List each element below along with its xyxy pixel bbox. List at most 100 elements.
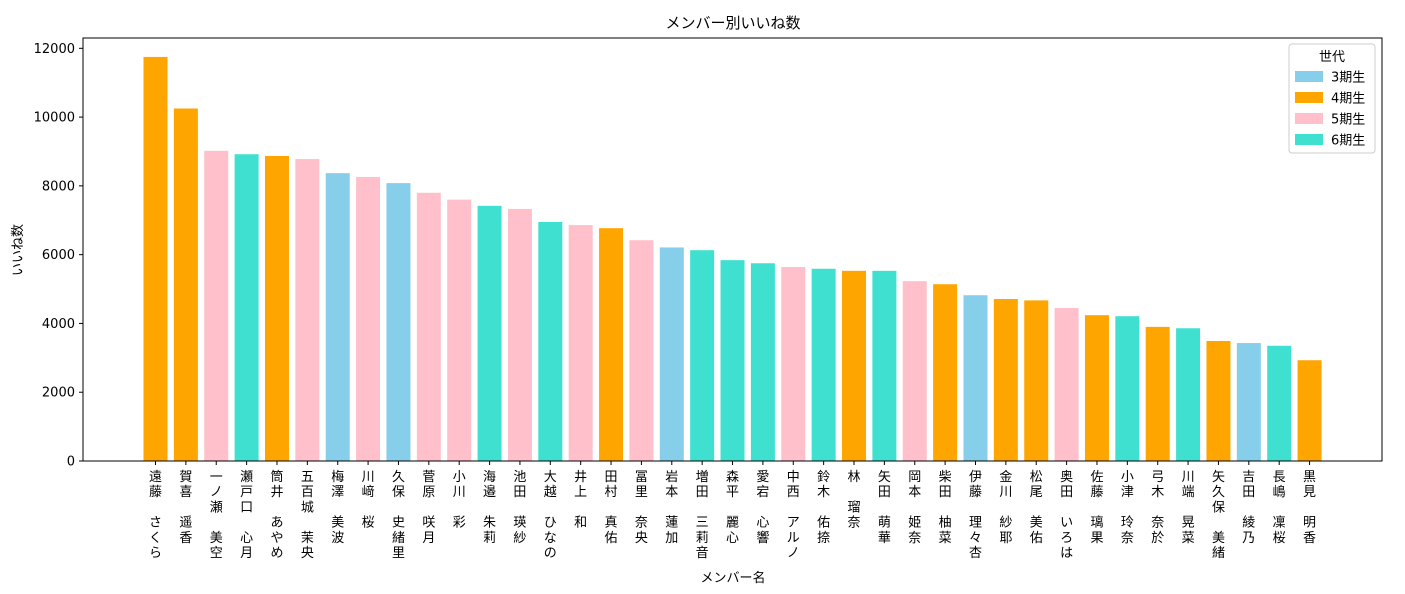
y-axis-label: いいね数 xyxy=(11,224,26,276)
x-tick-label: 増田 三莉音 xyxy=(696,470,709,561)
bar xyxy=(234,154,259,462)
bar xyxy=(538,221,563,461)
bar xyxy=(173,108,198,461)
y-tick-label: 10000 xyxy=(34,111,75,126)
x-tick-label: 一ノ瀬 美空 xyxy=(210,470,223,561)
x-tick-label: 鈴木 佑捺 xyxy=(817,470,830,546)
bar xyxy=(1176,328,1201,461)
x-tick-label: 大越 ひなの xyxy=(544,470,557,561)
x-axis-label: メンバー名 xyxy=(700,570,765,586)
x-tick-label: 中西 アルノ xyxy=(787,470,800,561)
bar xyxy=(1145,326,1170,461)
bar xyxy=(1236,343,1261,461)
x-tick-label: 田村 真佑 xyxy=(605,470,618,546)
x-tick-label: 佐藤 璃果 xyxy=(1090,470,1103,546)
x-tick-label: 長嶋 凜桜 xyxy=(1273,470,1286,546)
legend-label: 3期生 xyxy=(1331,71,1365,86)
bar xyxy=(356,176,381,461)
bar xyxy=(325,173,350,461)
bar xyxy=(811,268,836,461)
y-tick-label: 6000 xyxy=(42,248,75,263)
x-tick-label: 金川 紗耶 xyxy=(999,469,1012,546)
x-tick-label: 五百城 茉央 xyxy=(301,470,314,561)
x-tick-label: 遠藤 さくら xyxy=(149,470,162,561)
x-tick-label: 岩本 蓮加 xyxy=(665,470,678,546)
bar xyxy=(1084,315,1109,461)
x-tick-label: 黒見 明香 xyxy=(1303,470,1316,546)
bar xyxy=(507,208,532,461)
chart-title: メンバー別いいね数 xyxy=(665,14,800,32)
x-tick-label: 柴田 柚菜 xyxy=(939,470,952,546)
legend-swatch xyxy=(1295,71,1323,82)
x-tick-label: 矢久保 美緒 xyxy=(1212,470,1225,561)
x-tick-label: 瀬戸口 心月 xyxy=(240,470,253,561)
legend-label: 6期生 xyxy=(1331,134,1365,149)
x-tick-label: 菅原 咲月 xyxy=(422,470,435,546)
legend-label: 5期生 xyxy=(1331,113,1365,128)
bar xyxy=(1024,300,1049,461)
y-axis: 0 2000 4000 6000 8000 10000 12000 xyxy=(34,42,83,470)
y-tick-label: 8000 xyxy=(42,179,75,194)
x-tick-label: 岡本 姫奈 xyxy=(908,470,921,546)
bar xyxy=(1267,345,1292,461)
y-tick-label: 4000 xyxy=(42,317,75,332)
bar xyxy=(750,263,775,461)
x-tick-label: 林 瑠奈 xyxy=(848,470,861,531)
x-tick-label: 池田 瑛紗 xyxy=(513,470,526,546)
y-tick-label: 12000 xyxy=(34,42,75,57)
y-tick-label: 2000 xyxy=(42,386,75,401)
x-tick-label: 奥田 いろは xyxy=(1060,470,1073,561)
bar xyxy=(629,240,654,461)
bar xyxy=(720,260,745,461)
x-tick-label: 愛宕 心響 xyxy=(756,470,769,546)
x-tick-label: 伊藤 理々杏 xyxy=(969,470,982,561)
bar xyxy=(933,284,958,461)
x-tick-label: 川﨑 桜 xyxy=(362,470,375,531)
x-tick-label: 海邉 朱莉 xyxy=(483,470,496,546)
bar xyxy=(447,199,472,461)
bar xyxy=(1054,307,1079,461)
bar xyxy=(963,295,988,461)
legend-title: 世代 xyxy=(1319,50,1345,65)
x-tick-label: 吉田 綾乃 xyxy=(1242,470,1255,546)
bar xyxy=(781,267,806,461)
legend: 世代 3期生 4期生 5期生 6期生 xyxy=(1288,43,1376,154)
bar xyxy=(264,155,289,461)
bar xyxy=(143,56,168,461)
legend-label: 4期生 xyxy=(1331,92,1365,107)
bar xyxy=(599,228,624,461)
x-axis: 遠藤 さくら 賀喜 遥香 一ノ瀬 美空 瀬戸口 心月 筒井 あやめ 五百城 茉央 梅澤 美波… xyxy=(149,461,1316,561)
x-tick-label: 小津 玲奈 xyxy=(1121,470,1134,546)
bar xyxy=(1206,340,1231,461)
bar xyxy=(993,299,1018,461)
x-tick-label: 松尾 美佑 xyxy=(1030,470,1043,546)
x-tick-label: 矢田 萌華 xyxy=(878,470,891,546)
bar xyxy=(690,250,715,461)
bar-series xyxy=(143,56,1322,462)
bar xyxy=(477,205,502,461)
bar xyxy=(568,225,593,461)
bar xyxy=(386,183,411,461)
bar xyxy=(204,150,229,462)
x-tick-label: 梅澤 美波 xyxy=(331,470,344,546)
bar xyxy=(842,270,867,461)
bar xyxy=(416,192,441,461)
x-tick-label: 井上 和 xyxy=(574,470,587,531)
y-tick-label: 0 xyxy=(67,455,75,470)
x-tick-label: 冨里 奈央 xyxy=(635,470,648,546)
legend-swatch xyxy=(1295,134,1323,145)
bar xyxy=(902,281,927,461)
x-tick-label: 川端 晃菜 xyxy=(1182,470,1195,546)
x-tick-label: 弓木 奈於 xyxy=(1151,470,1164,546)
x-tick-label: 森平 麗心 xyxy=(726,470,739,546)
bar xyxy=(659,247,684,461)
x-tick-label: 小川 彩 xyxy=(453,470,466,531)
x-tick-label: 久保 史緒里 xyxy=(392,470,405,561)
legend-swatch xyxy=(1295,92,1323,103)
bar xyxy=(1297,360,1322,461)
plot-frame xyxy=(82,37,1383,462)
bar xyxy=(1115,316,1140,461)
x-tick-label: 筒井 あやめ xyxy=(270,469,283,561)
bar xyxy=(872,270,897,461)
